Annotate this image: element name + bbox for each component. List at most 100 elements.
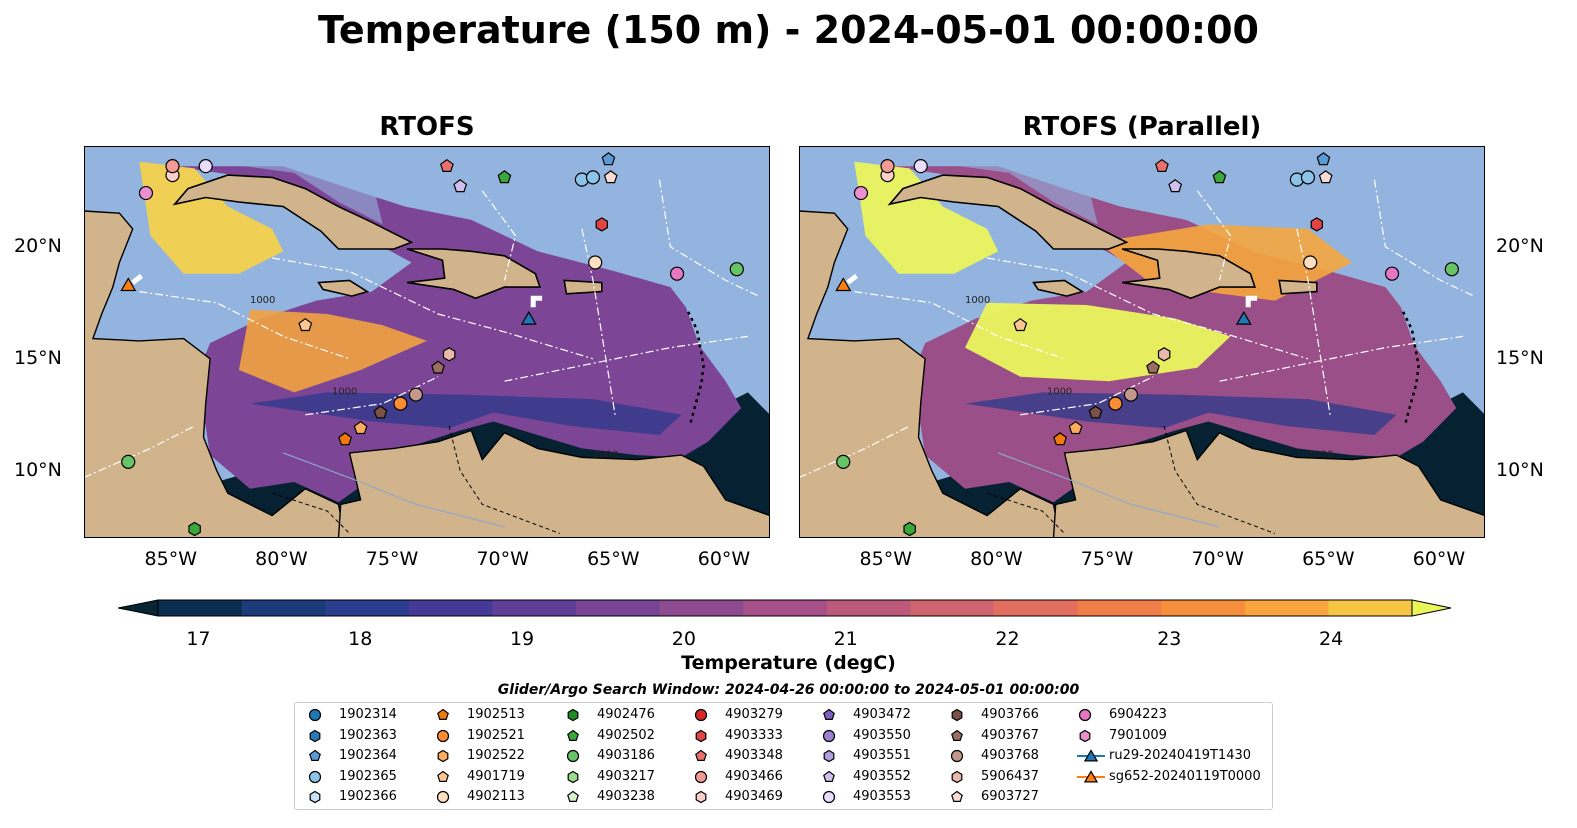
- observation-marker: [1068, 420, 1083, 435]
- legend-marker-icon: [567, 790, 579, 802]
- observation-marker: [165, 159, 180, 174]
- observation-marker: [1088, 405, 1103, 419]
- legend-marker-icon: [309, 790, 321, 804]
- colorbar-tick-label: 22: [995, 628, 1020, 650]
- colorbar-label: Temperature (degC): [681, 652, 896, 674]
- glider-ru29-marker: [1235, 310, 1252, 325]
- legend-marker-icon: [822, 729, 836, 742]
- observation-marker: [453, 179, 468, 193]
- legend-marker-icon: [950, 749, 964, 763]
- lon-tick-label: 75°W: [365, 548, 419, 570]
- legend-label: 5906437: [981, 768, 1039, 784]
- legend-label: 4903333: [725, 727, 783, 743]
- legend-label: 4903768: [981, 748, 1039, 763]
- colorbar-extend-low: [118, 599, 159, 617]
- observation-marker: [1212, 170, 1227, 184]
- observation-marker: [1310, 217, 1324, 232]
- observation-marker: [1444, 262, 1459, 277]
- legend-label: 1902365: [339, 768, 397, 784]
- legend-marker-icon: [695, 790, 707, 804]
- legend-label: sg652-20240119T0000: [1109, 768, 1261, 784]
- observation-marker: [903, 521, 916, 537]
- legend-marker-icon: [823, 708, 835, 720]
- colorbar-level: [158, 600, 243, 616]
- observation-marker: [1154, 158, 1169, 172]
- lat-tick-label: 15°N: [1496, 346, 1544, 369]
- observation-marker: [188, 521, 201, 537]
- observation-marker: [595, 217, 609, 232]
- legend-label: 4902502: [597, 727, 655, 743]
- legend-label: 4903348: [725, 748, 783, 763]
- contour-label: 1000: [593, 449, 618, 460]
- colorbar-tick-label: 24: [1319, 628, 1344, 650]
- colorbar-extend-high: [1411, 599, 1452, 617]
- observation-marker: [603, 170, 618, 184]
- legend-label: 4903186: [597, 748, 655, 763]
- map-panel-rtofs: 1000 1000 1000: [84, 146, 770, 538]
- colorbar-level: [826, 600, 911, 616]
- legend-marker-icon: [695, 729, 707, 742]
- glider-sg652-marker: [120, 277, 137, 292]
- legend-label: 4903279: [725, 707, 783, 722]
- legend-label: 4903469: [725, 789, 783, 804]
- legend-label: 1902364: [339, 748, 397, 763]
- observation-marker: [138, 185, 154, 201]
- legend-marker-icon: [566, 749, 580, 763]
- lon-tick-label: 85°W: [144, 548, 197, 570]
- legend-label: 4903550: [853, 727, 911, 743]
- legend-marker-icon: [437, 708, 449, 720]
- legend-label: 4902113: [467, 789, 525, 804]
- observation-marker: [601, 152, 616, 166]
- lat-tick-label: 20°N: [1496, 234, 1544, 257]
- observation-marker: [836, 454, 851, 469]
- legend-marker-icon: [822, 790, 836, 804]
- legend-marker-icon: [951, 790, 963, 802]
- observation-marker: [1013, 317, 1028, 332]
- contour-label: 1000: [965, 295, 990, 306]
- legend-marker-icon: [951, 708, 963, 722]
- contour-label: 1000: [1047, 387, 1072, 398]
- legend-label: 4903472: [853, 707, 911, 722]
- observation-marker: [408, 387, 424, 402]
- colorbar-tick-label: 17: [186, 628, 211, 650]
- observation-marker: [1108, 396, 1123, 411]
- observation-marker: [442, 347, 456, 362]
- legend-marker-icon: [309, 749, 321, 761]
- glider-ru29-marker: [520, 310, 537, 325]
- observation-marker: [1300, 170, 1316, 185]
- legend-label: 6904223: [1109, 707, 1167, 722]
- lon-tick-label: 85°W: [859, 548, 912, 570]
- lon-tick-label: 80°W: [970, 548, 1023, 570]
- lon-tick-label: 65°W: [587, 548, 640, 570]
- observation-marker: [393, 396, 408, 411]
- legend-marker-icon: [951, 729, 963, 741]
- legend-label: ru29-20240419T1430: [1109, 748, 1252, 763]
- observation-marker: [198, 159, 213, 174]
- legend-label: 4903553: [853, 789, 911, 804]
- legend-marker-icon: [823, 770, 835, 782]
- legend-marker-icon: [694, 770, 708, 783]
- lon-tick-label: 60°W: [1412, 548, 1466, 570]
- lon-tick-label: 65°W: [1302, 548, 1355, 570]
- legend-marker-icon: [437, 749, 449, 763]
- legend-marker-icon: [951, 770, 963, 783]
- lat-tick-label: 20°N: [14, 234, 62, 257]
- observation-marker: [298, 317, 313, 332]
- contour-label: 1000: [1308, 449, 1333, 460]
- legend-marker-icon: [309, 729, 321, 742]
- legend-marker-icon: [1077, 769, 1105, 782]
- lon-tick-label: 70°W: [1191, 548, 1244, 570]
- legend-marker-icon: [567, 729, 579, 741]
- legend-label: 1902366: [339, 789, 397, 804]
- panel-title-rtofs: RTOFS: [379, 112, 475, 142]
- legend-marker-icon: [436, 790, 450, 804]
- observation-marker: [121, 454, 136, 469]
- observation-marker: [353, 420, 368, 435]
- legend-label: 7901009: [1109, 727, 1167, 743]
- observation-marker: [431, 360, 445, 374]
- colorbar-level: [1244, 600, 1329, 616]
- colorbar-level: [1161, 600, 1246, 616]
- map-panel-rtofs-parallel: 1000 1000 1000: [799, 146, 1485, 538]
- panel-title-rtofs-parallel: RTOFS (Parallel): [1022, 112, 1262, 142]
- observation-marker: [1303, 255, 1318, 270]
